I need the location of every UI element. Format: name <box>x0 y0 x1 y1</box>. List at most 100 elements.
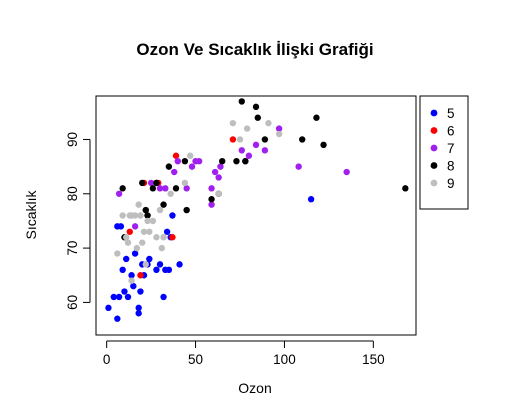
legend-marker <box>430 109 438 117</box>
legend-label: 8 <box>447 159 455 174</box>
legend-label: 6 <box>447 124 455 139</box>
point-month-7 <box>131 223 139 230</box>
point-month-5 <box>153 266 160 274</box>
data-points <box>105 98 409 322</box>
legend-marker <box>430 179 438 187</box>
point-month-9 <box>243 125 251 132</box>
x-axis: 0 50 100 150 <box>103 340 385 367</box>
point-month-9 <box>128 277 135 284</box>
point-month-7 <box>115 190 123 197</box>
point-month-5 <box>146 255 153 263</box>
point-month-7 <box>183 185 190 192</box>
point-month-7 <box>208 201 215 208</box>
point-month-8 <box>233 157 240 165</box>
point-month-7 <box>261 147 269 154</box>
point-month-9 <box>114 250 121 257</box>
point-month-6 <box>126 228 133 235</box>
point-month-9 <box>119 212 126 219</box>
point-month-9 <box>181 179 189 187</box>
point-month-5 <box>119 266 126 274</box>
point-month-5 <box>307 196 315 203</box>
point-month-5 <box>130 282 137 290</box>
x-axis-label: Ozon <box>238 380 271 396</box>
point-month-9 <box>229 119 237 127</box>
x-tick-label: 150 <box>362 352 385 367</box>
point-month-8 <box>219 157 226 165</box>
point-month-5 <box>115 293 123 301</box>
point-month-9 <box>236 136 244 143</box>
point-month-5 <box>114 315 121 322</box>
legend-box <box>419 95 469 210</box>
point-month-7 <box>215 174 222 181</box>
point-month-8 <box>183 206 190 214</box>
point-month-8 <box>153 179 160 187</box>
point-month-5 <box>110 293 117 301</box>
point-month-8 <box>254 114 261 121</box>
point-month-8 <box>261 136 269 143</box>
point-month-9 <box>215 190 222 197</box>
legend-marker <box>430 127 438 134</box>
point-month-5 <box>160 293 167 301</box>
point-month-5 <box>137 288 144 295</box>
point-month-9 <box>135 201 142 208</box>
point-month-5 <box>165 266 173 274</box>
point-month-5 <box>131 250 139 257</box>
point-month-5 <box>156 261 164 268</box>
point-month-5 <box>124 293 132 301</box>
point-month-8 <box>139 179 146 187</box>
point-month-8 <box>149 185 157 192</box>
point-month-8 <box>165 163 173 170</box>
point-month-7 <box>162 185 169 192</box>
point-month-7 <box>147 179 155 187</box>
point-month-8 <box>172 185 180 192</box>
point-month-9 <box>123 234 130 241</box>
legend-label: 7 <box>447 141 455 156</box>
x-tick-label: 50 <box>188 352 203 367</box>
point-month-7 <box>188 163 196 170</box>
point-month-9 <box>167 190 174 197</box>
point-month-9 <box>133 244 141 252</box>
point-month-5 <box>163 228 171 235</box>
point-month-8 <box>252 103 260 111</box>
point-month-5 <box>135 304 142 312</box>
point-month-7 <box>238 147 245 154</box>
point-month-7 <box>211 168 219 176</box>
point-month-9 <box>142 261 149 268</box>
point-month-5 <box>105 304 112 312</box>
x-tick-label: 100 <box>273 352 296 367</box>
point-month-6 <box>229 136 237 143</box>
point-month-8 <box>242 157 249 165</box>
legend: 5 6 7 8 9 <box>419 95 469 210</box>
point-month-9 <box>156 206 164 214</box>
chart-title: Ozon Ve Sıcaklık İlişki Grafiği <box>136 40 373 59</box>
point-month-8 <box>402 185 409 192</box>
legend-marker <box>430 144 438 152</box>
y-axis: 60 70 80 90 <box>65 132 91 310</box>
point-month-8 <box>181 157 189 165</box>
point-month-8 <box>144 212 151 219</box>
point-month-8 <box>208 196 215 203</box>
point-month-6 <box>169 234 176 241</box>
point-month-9 <box>275 130 283 138</box>
y-tick-label: 80 <box>65 186 80 201</box>
point-month-8 <box>320 141 327 149</box>
point-month-9 <box>128 212 135 219</box>
point-month-9 <box>149 217 157 225</box>
point-month-7 <box>174 157 181 165</box>
point-month-5 <box>169 212 176 219</box>
point-month-6 <box>172 152 180 159</box>
legend-marker <box>430 162 438 169</box>
point-month-6 <box>137 272 144 279</box>
point-month-5 <box>114 223 121 230</box>
point-month-7 <box>171 168 178 176</box>
point-month-5 <box>121 288 128 295</box>
point-month-9 <box>139 239 146 246</box>
point-month-9 <box>153 234 160 241</box>
point-month-7 <box>275 125 283 132</box>
y-tick-label: 90 <box>65 132 80 147</box>
point-month-7 <box>156 185 164 192</box>
legend-label: 9 <box>447 176 455 191</box>
point-month-8 <box>160 201 167 208</box>
point-month-5 <box>176 261 183 268</box>
